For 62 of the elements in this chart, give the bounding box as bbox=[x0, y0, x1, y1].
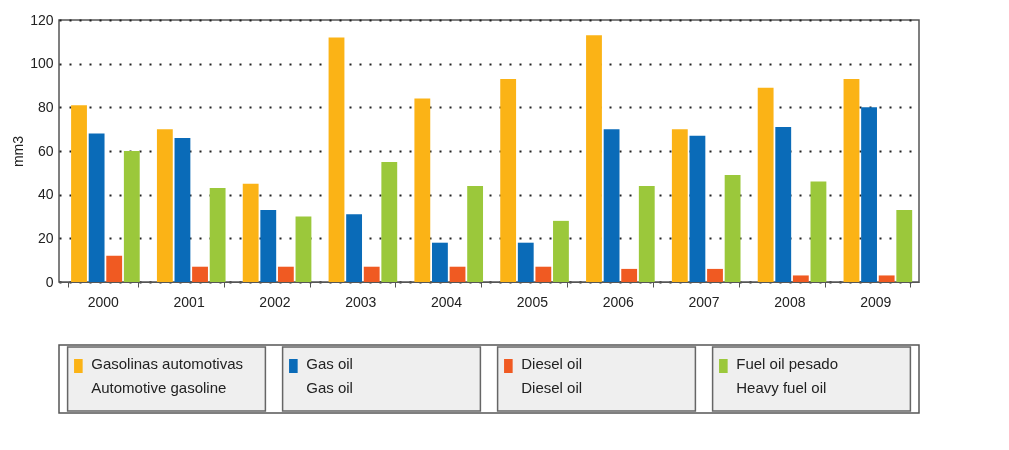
bar bbox=[209, 188, 226, 282]
bar bbox=[449, 266, 466, 282]
bar bbox=[757, 87, 774, 282]
legend-label: Diesel oil Diesel oil bbox=[521, 355, 583, 396]
x-tick-label: 2000 bbox=[87, 293, 120, 310]
bar bbox=[174, 137, 191, 282]
y-tick-label: 80 bbox=[37, 98, 54, 115]
y-tick-label: 0 bbox=[45, 273, 54, 290]
bar bbox=[586, 35, 602, 282]
bar bbox=[792, 275, 809, 282]
bar bbox=[810, 181, 827, 282]
bar bbox=[295, 216, 312, 282]
bar bbox=[896, 209, 913, 282]
bar bbox=[843, 78, 860, 282]
y-tick-label: 20 bbox=[37, 229, 54, 246]
bar bbox=[260, 209, 277, 282]
y-axis-title: mm3 bbox=[10, 135, 27, 168]
legend-label: Gas oil Gas oil bbox=[306, 355, 353, 396]
bar bbox=[346, 214, 363, 282]
bar bbox=[363, 266, 380, 282]
bar bbox=[535, 266, 552, 282]
x-tick-label: 2002 bbox=[259, 293, 291, 310]
bar bbox=[242, 183, 259, 282]
x-tick-label: 2008 bbox=[774, 293, 806, 310]
bar bbox=[88, 133, 105, 282]
bar bbox=[724, 175, 741, 282]
legend-label: Fuel oil pesado Heavy fuel oil bbox=[736, 355, 838, 396]
x-tick-label: 2009 bbox=[860, 293, 892, 310]
bar bbox=[707, 268, 723, 282]
bar bbox=[432, 242, 448, 282]
bar bbox=[517, 242, 534, 282]
bar bbox=[156, 129, 173, 282]
x-tick-label: 2005 bbox=[516, 293, 549, 310]
bar bbox=[775, 126, 792, 282]
bar bbox=[553, 220, 569, 282]
bar bbox=[381, 161, 398, 282]
y-tick-label: 60 bbox=[37, 142, 54, 159]
bar bbox=[277, 266, 294, 282]
x-tick-label: 2004 bbox=[431, 293, 463, 310]
x-tick-label: 2003 bbox=[345, 293, 377, 310]
y-tick-label: 120 bbox=[30, 11, 54, 28]
bar bbox=[671, 129, 688, 282]
bar bbox=[467, 185, 484, 282]
bar bbox=[106, 255, 123, 282]
bar bbox=[621, 268, 638, 282]
bar bbox=[603, 129, 620, 282]
bar bbox=[861, 107, 877, 282]
y-tick-label: 40 bbox=[37, 186, 54, 203]
x-tick-label: 2006 bbox=[602, 293, 635, 310]
legend-label: Gasolinas automotivas Automotive gasoline bbox=[91, 355, 243, 396]
bar bbox=[328, 37, 345, 282]
bar bbox=[414, 98, 431, 282]
bar bbox=[123, 151, 140, 282]
x-tick-label: 2007 bbox=[688, 293, 720, 310]
bar bbox=[878, 275, 895, 282]
bar bbox=[638, 185, 655, 282]
x-tick-label: 2001 bbox=[173, 293, 205, 310]
y-tick-label: 100 bbox=[30, 55, 54, 72]
bar bbox=[689, 135, 706, 282]
bar bbox=[192, 266, 208, 282]
bar bbox=[500, 78, 517, 282]
bar bbox=[71, 105, 87, 282]
